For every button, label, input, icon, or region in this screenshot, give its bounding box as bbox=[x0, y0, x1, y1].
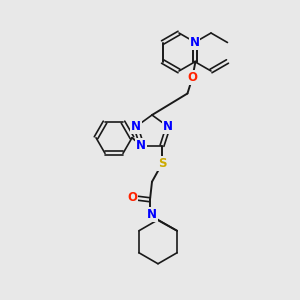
Text: O: O bbox=[127, 191, 137, 204]
Text: N: N bbox=[131, 120, 141, 133]
Text: N: N bbox=[136, 139, 146, 152]
Text: S: S bbox=[158, 157, 166, 170]
Text: N: N bbox=[147, 208, 157, 221]
Text: N: N bbox=[190, 36, 200, 49]
Text: N: N bbox=[163, 120, 173, 133]
Text: O: O bbox=[188, 71, 197, 84]
